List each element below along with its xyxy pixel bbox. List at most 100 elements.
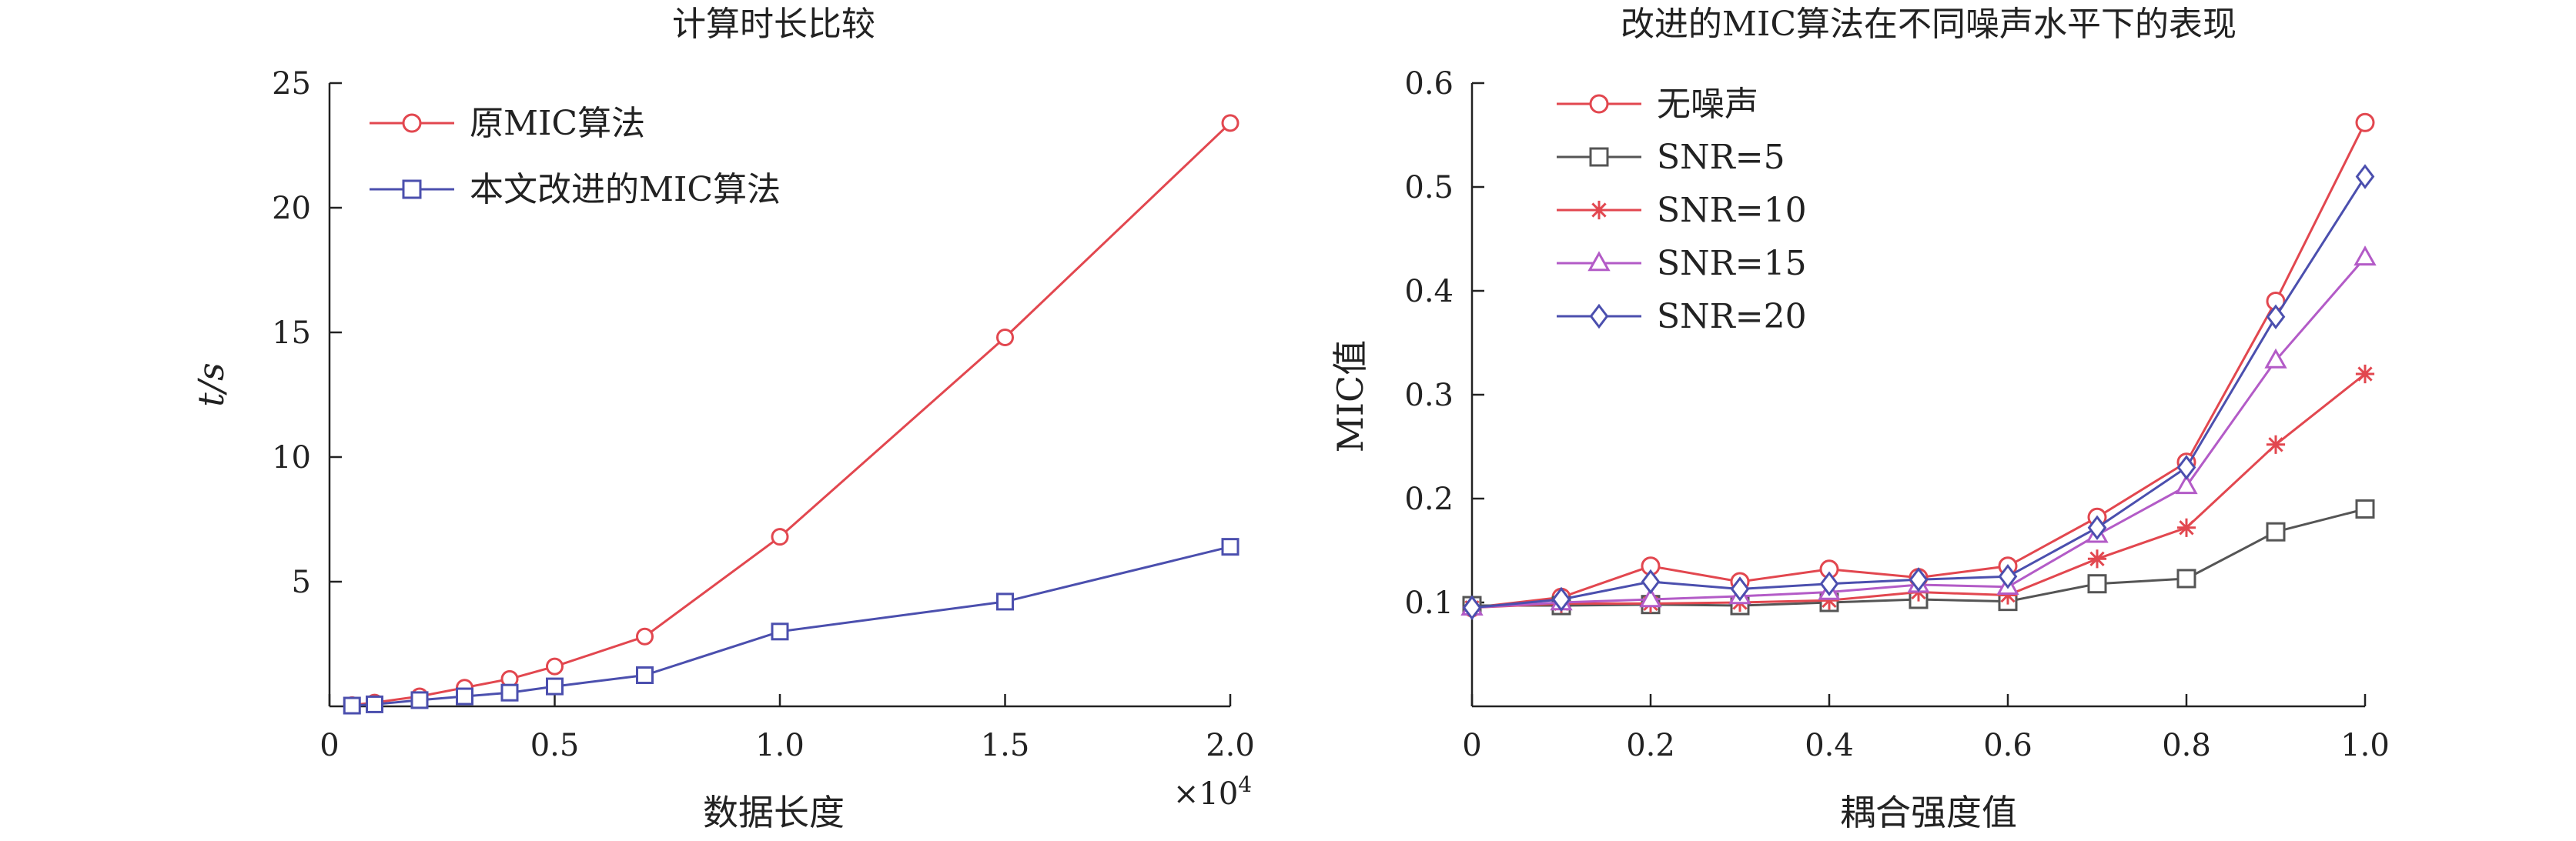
y-tick-label: 10 xyxy=(272,440,311,476)
series-line xyxy=(1471,175,2367,609)
data-point xyxy=(996,592,1014,611)
series-line xyxy=(352,122,1232,706)
data-point xyxy=(2176,455,2196,480)
x-tick-label: 0.5 xyxy=(530,728,580,763)
legend-entry: 原MIC算法 xyxy=(370,104,645,143)
series-3 xyxy=(1460,245,2377,616)
data-point xyxy=(2176,518,2196,537)
series-line xyxy=(352,546,1231,707)
legend-label: SNR=5 xyxy=(1657,138,1785,177)
data-point xyxy=(2087,515,2107,541)
series-1 xyxy=(343,538,1239,715)
legend-entry: SNR=20 xyxy=(1557,297,1807,336)
data-point xyxy=(996,328,1014,346)
data-point xyxy=(771,528,789,546)
data-point xyxy=(2266,304,2286,329)
x-tick-label: 0.8 xyxy=(2162,728,2211,763)
data-point xyxy=(2264,348,2287,369)
y-axis-label: MIC值 xyxy=(1330,340,1371,452)
y-tick-label: 15 xyxy=(272,315,311,351)
legend-label: 无噪声 xyxy=(1657,85,1758,124)
legend-label: 本文改进的MIC算法 xyxy=(470,170,781,209)
y-tick-label: 0.1 xyxy=(1404,586,1454,621)
legend-marker xyxy=(1589,200,1609,220)
legend-marker xyxy=(1589,147,1609,167)
x-tick-label: 0 xyxy=(1462,728,1481,763)
x-tick-label: 2.0 xyxy=(1206,728,1255,763)
x-multiplier-label: ×104 xyxy=(1173,772,1252,812)
data-point xyxy=(410,691,429,709)
y-tick-label: 0.6 xyxy=(1404,66,1454,102)
legend-marker xyxy=(402,179,422,199)
data-point xyxy=(546,657,564,676)
y-tick-label: 0.4 xyxy=(1404,274,1454,309)
legend-entry: 本文改进的MIC算法 xyxy=(370,170,781,209)
chart-noise-performance: 改进的MIC算法在不同噪声水平下的表现 耦合强度值 MIC值 0 0.2 0.4 0.… xyxy=(1330,5,2390,833)
data-point xyxy=(2175,474,2198,495)
y-tick-label: 25 xyxy=(272,66,311,102)
data-point xyxy=(636,627,654,646)
data-point xyxy=(1819,571,1839,596)
x-tick-label: 1.5 xyxy=(981,728,1030,763)
data-point xyxy=(1641,569,1661,595)
data-point xyxy=(1909,567,1929,592)
legend-entry: 无噪声 xyxy=(1557,85,1758,124)
legend-marker xyxy=(1589,94,1609,114)
data-point xyxy=(2355,112,2375,132)
x-tick-label: 1.0 xyxy=(755,728,805,763)
x-tick-label: 0 xyxy=(319,728,339,763)
legend-marker xyxy=(402,113,422,133)
legend-label: SNR=15 xyxy=(1657,244,1807,283)
data-point xyxy=(2355,364,2375,384)
data-point xyxy=(366,695,383,713)
data-point xyxy=(2087,549,2107,569)
chart-computation-time: 计算时长比较 数据长度 t/s ×104 0 0.5 1.0 1.5 2.0 5 10 15 2… xyxy=(190,5,1255,833)
data-point xyxy=(1221,114,1239,132)
series-line xyxy=(1471,122,2367,609)
data-point xyxy=(1998,586,2018,605)
data-point xyxy=(1730,576,1750,602)
legend-entry: SNR=5 xyxy=(1557,138,1785,177)
data-point xyxy=(2176,569,2196,589)
legend-label: SNR=10 xyxy=(1657,191,1807,230)
data-point xyxy=(2266,522,2286,542)
y-tick-label: 0.3 xyxy=(1404,378,1454,413)
data-point xyxy=(500,683,519,702)
legend-label: 原MIC算法 xyxy=(470,104,645,143)
y-tick-label: 0.2 xyxy=(1404,482,1454,517)
data-point xyxy=(2266,435,2286,454)
data-point xyxy=(456,687,473,706)
y-axis-label: t/s xyxy=(190,362,232,407)
data-point xyxy=(343,696,361,715)
x-tick-label: 1.0 xyxy=(2340,728,2390,763)
y-tick-label: 5 xyxy=(292,565,311,600)
data-point xyxy=(2355,164,2375,189)
series-4 xyxy=(1462,164,2375,620)
y-tick-label: 0.5 xyxy=(1404,170,1454,205)
x-axis-label: 数据长度 xyxy=(703,792,845,833)
data-point xyxy=(636,666,654,684)
chart-title: 计算时长比较 xyxy=(672,5,875,44)
data-point xyxy=(1639,587,1662,608)
data-point xyxy=(1551,586,1571,612)
x-axis-label: 耦合强度值 xyxy=(1840,792,2017,833)
data-point xyxy=(1998,564,2018,589)
data-point xyxy=(2355,499,2375,519)
series-0 xyxy=(1462,112,2375,618)
y-tick-label: 20 xyxy=(272,191,311,226)
x-tick-label: 0.4 xyxy=(1805,728,1854,763)
data-point xyxy=(1221,538,1239,556)
data-point xyxy=(546,677,564,696)
x-tick-label: 0.2 xyxy=(1626,728,1675,763)
data-point xyxy=(1819,591,1839,610)
data-point xyxy=(771,622,789,641)
data-point xyxy=(1462,595,1482,620)
legend-marker xyxy=(1587,251,1611,272)
legend-label: SNR=20 xyxy=(1657,297,1807,336)
legend-marker xyxy=(1589,303,1609,329)
legend-entry: SNR=15 xyxy=(1557,244,1807,283)
legend-entry: SNR=10 xyxy=(1557,191,1807,230)
chart-title: 改进的MIC算法在不同噪声水平下的表现 xyxy=(1621,5,2236,44)
data-point xyxy=(2087,574,2107,594)
